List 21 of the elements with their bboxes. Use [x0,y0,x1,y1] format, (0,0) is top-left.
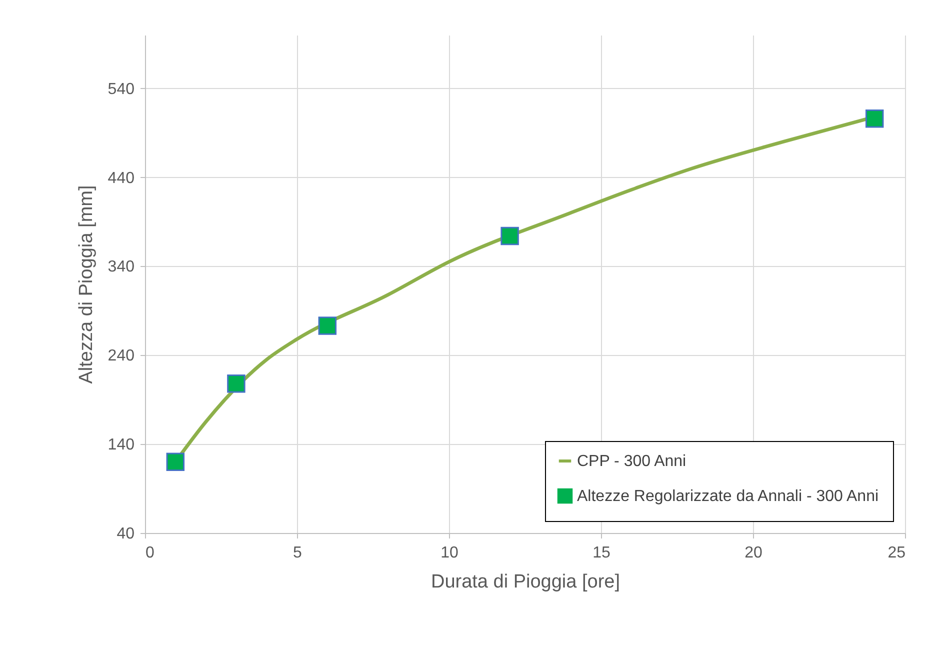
point [166,452,185,471]
y-tick-label: 40 [116,526,135,542]
point [500,226,519,246]
x-tick-label: 25 [888,544,906,562]
x-tick-label: 10 [440,544,458,562]
x-axis-title: Durata di Pioggia [ore] [430,572,620,592]
y-tick-label: 440 [108,170,135,187]
y-tick-label: 240 [108,348,135,365]
y-tick-label: 140 [108,436,135,454]
y-tick-label: 540 [108,80,135,98]
y-tick-label: 340 [108,258,135,276]
legend-label: Altezze Regolarizzate da Annali - 300 Anni [577,488,879,505]
x-tick-label: 0 [146,544,154,562]
point [865,109,884,128]
x-tick-label: 5 [293,544,302,562]
x-tick-label: 15 [592,544,610,562]
x-tick-label: 20 [744,544,762,562]
point [318,316,337,335]
y-axis-title: Altezza di Pioggia [mm] [76,185,97,384]
point [227,374,246,393]
legend-label: CPP - 300 Anni [577,453,686,470]
